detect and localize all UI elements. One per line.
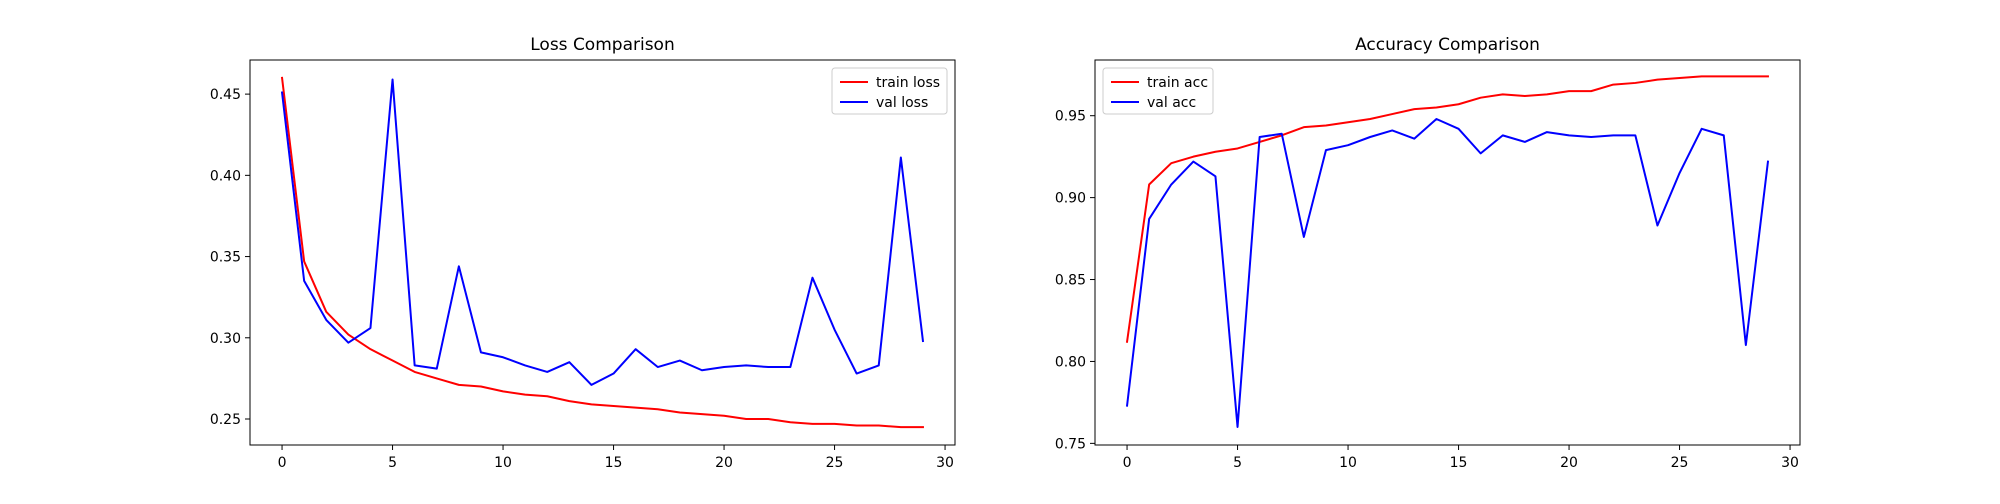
- x-tick-label: 25: [1671, 455, 1689, 471]
- x-tick-label: 0: [1123, 455, 1132, 471]
- y-tick-label: 0.95: [1055, 109, 1086, 125]
- y-tick-label: 0.75: [1055, 436, 1086, 452]
- legend: train acc val acc: [1102, 67, 1214, 115]
- y-tick-label: 0.90: [1055, 191, 1086, 207]
- x-tick-label: 20: [715, 455, 733, 471]
- x-tick-label: 10: [494, 455, 512, 471]
- y-tick-label: 0.85: [1055, 273, 1086, 289]
- series-line-2: [1125, 117, 1770, 428]
- y-tick-label: 0.35: [210, 250, 241, 266]
- x-tick-label: 30: [1781, 455, 1799, 471]
- chart-title: Loss Comparison: [530, 35, 674, 55]
- legend-label: train loss: [876, 75, 940, 91]
- legend-label: val acc: [1147, 95, 1196, 111]
- plot-frame: [249, 59, 956, 446]
- x-tick-label: 5: [1233, 455, 1242, 471]
- y-tick-label: 0.25: [210, 412, 241, 428]
- series-line-1: [280, 76, 924, 429]
- x-tick-label: 5: [388, 455, 397, 471]
- y-tick-label: 0.45: [210, 87, 241, 103]
- x-tick-label: 10: [1339, 455, 1357, 471]
- accuracy-chart: Accuracy Comparison 0 5 10 15 20 25 30 0.75 0.80…: [1055, 35, 1801, 471]
- x-tick-label: 25: [826, 455, 844, 471]
- y-tick-label: 0.30: [210, 331, 241, 347]
- chart-title: Accuracy Comparison: [1355, 35, 1540, 55]
- x-tick-label: 15: [1450, 455, 1468, 471]
- x-tick-label: 0: [278, 455, 287, 471]
- y-tick-label: 0.80: [1055, 354, 1086, 370]
- legend-label: val loss: [876, 95, 928, 111]
- series-line-2: [280, 78, 925, 386]
- loss-chart: Loss Comparison 0 5 10 15 20 25 30 0.25 0.30 0.35…: [210, 35, 956, 471]
- x-tick-label: 15: [605, 455, 623, 471]
- x-tick-label: 20: [1560, 455, 1578, 471]
- plot-frame: [1094, 59, 1801, 446]
- y-tick-label: 0.40: [210, 168, 241, 184]
- legend-label: train acc: [1147, 75, 1208, 91]
- series-line-1: [1125, 75, 1769, 343]
- x-tick-label: 30: [936, 455, 954, 471]
- legend: train loss val loss: [831, 67, 948, 115]
